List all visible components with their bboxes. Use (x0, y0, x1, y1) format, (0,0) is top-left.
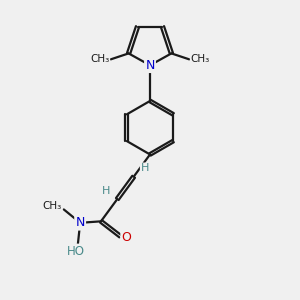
Text: H: H (141, 164, 149, 173)
Text: CH₃: CH₃ (90, 54, 109, 64)
Text: CH₃: CH₃ (42, 201, 62, 211)
Text: HO: HO (67, 244, 85, 258)
Text: O: O (121, 231, 131, 244)
Text: H: H (102, 186, 110, 196)
Text: N: N (145, 59, 155, 72)
Text: N: N (76, 216, 85, 229)
Text: CH₃: CH₃ (191, 54, 210, 64)
